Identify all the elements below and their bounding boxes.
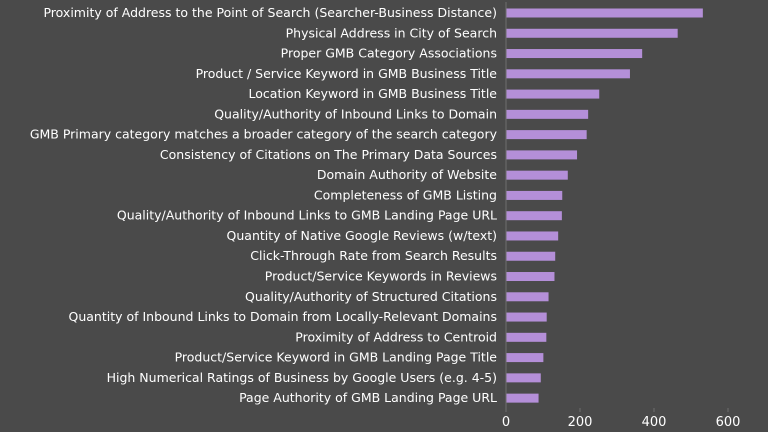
x-tick-label: 400: [642, 415, 667, 430]
x-axis: 0 200 400 600: [502, 2, 741, 430]
category-label: Location Keyword in GMB Business Title: [249, 86, 498, 101]
bar: [506, 292, 549, 302]
bar: [506, 251, 556, 261]
category-label: Page Authority of GMB Landing Page URL: [239, 390, 497, 405]
bar: [506, 353, 544, 363]
category-label: Quality/Authority of Structured Citation…: [245, 289, 497, 304]
category-label: High Numerical Ratings of Business by Go…: [107, 370, 497, 385]
category-label: Quality/Authority of Inbound Links to Do…: [214, 106, 497, 121]
category-label: Consistency of Citations on The Primary …: [160, 147, 497, 162]
x-tick-label: 200: [568, 415, 593, 430]
category-labels: Proximity of Address to the Point of Sea…: [30, 5, 498, 405]
category-label: GMB Primary category matches a broader c…: [30, 127, 498, 142]
bar: [506, 272, 555, 282]
bar: [506, 8, 703, 18]
bar: [506, 89, 600, 99]
bar: [506, 190, 563, 200]
category-label: Quality/Authority of Inbound Links to GM…: [117, 208, 497, 223]
category-label: Product/Service Keywords in Reviews: [265, 269, 497, 284]
category-label: Product / Service Keyword in GMB Busines…: [196, 66, 498, 81]
category-label: Proper GMB Category Associations: [281, 46, 497, 61]
bars-layer: [506, 8, 703, 403]
category-label: Domain Authority of Website: [317, 167, 497, 182]
x-tick-label: 0: [502, 415, 510, 430]
category-label: Physical Address in City of Search: [286, 25, 497, 40]
x-tick-label: 600: [716, 415, 741, 430]
category-label: Proximity of Address to the Point of Sea…: [43, 5, 497, 20]
bar: [506, 170, 568, 180]
bar: [506, 231, 559, 241]
category-label: Quantity of Inbound Links to Domain from…: [68, 309, 497, 324]
bar: [506, 312, 547, 322]
bar: [506, 393, 539, 403]
bar: [506, 130, 587, 140]
category-label: Completeness of GMB Listing: [314, 187, 497, 202]
bar: [506, 109, 589, 119]
bar: [506, 28, 678, 38]
bar: [506, 150, 578, 160]
bar: [506, 373, 541, 383]
category-label: Proximity of Address to Centroid: [295, 329, 497, 344]
bar: [506, 211, 562, 221]
bar: [506, 69, 630, 79]
category-label: Product/Service Keyword in GMB Landing P…: [175, 350, 498, 365]
category-label: Quantity of Native Google Reviews (w/tex…: [227, 228, 497, 243]
bar: [506, 332, 547, 342]
bar: [506, 49, 643, 59]
category-label: Click-Through Rate from Search Results: [250, 248, 497, 263]
